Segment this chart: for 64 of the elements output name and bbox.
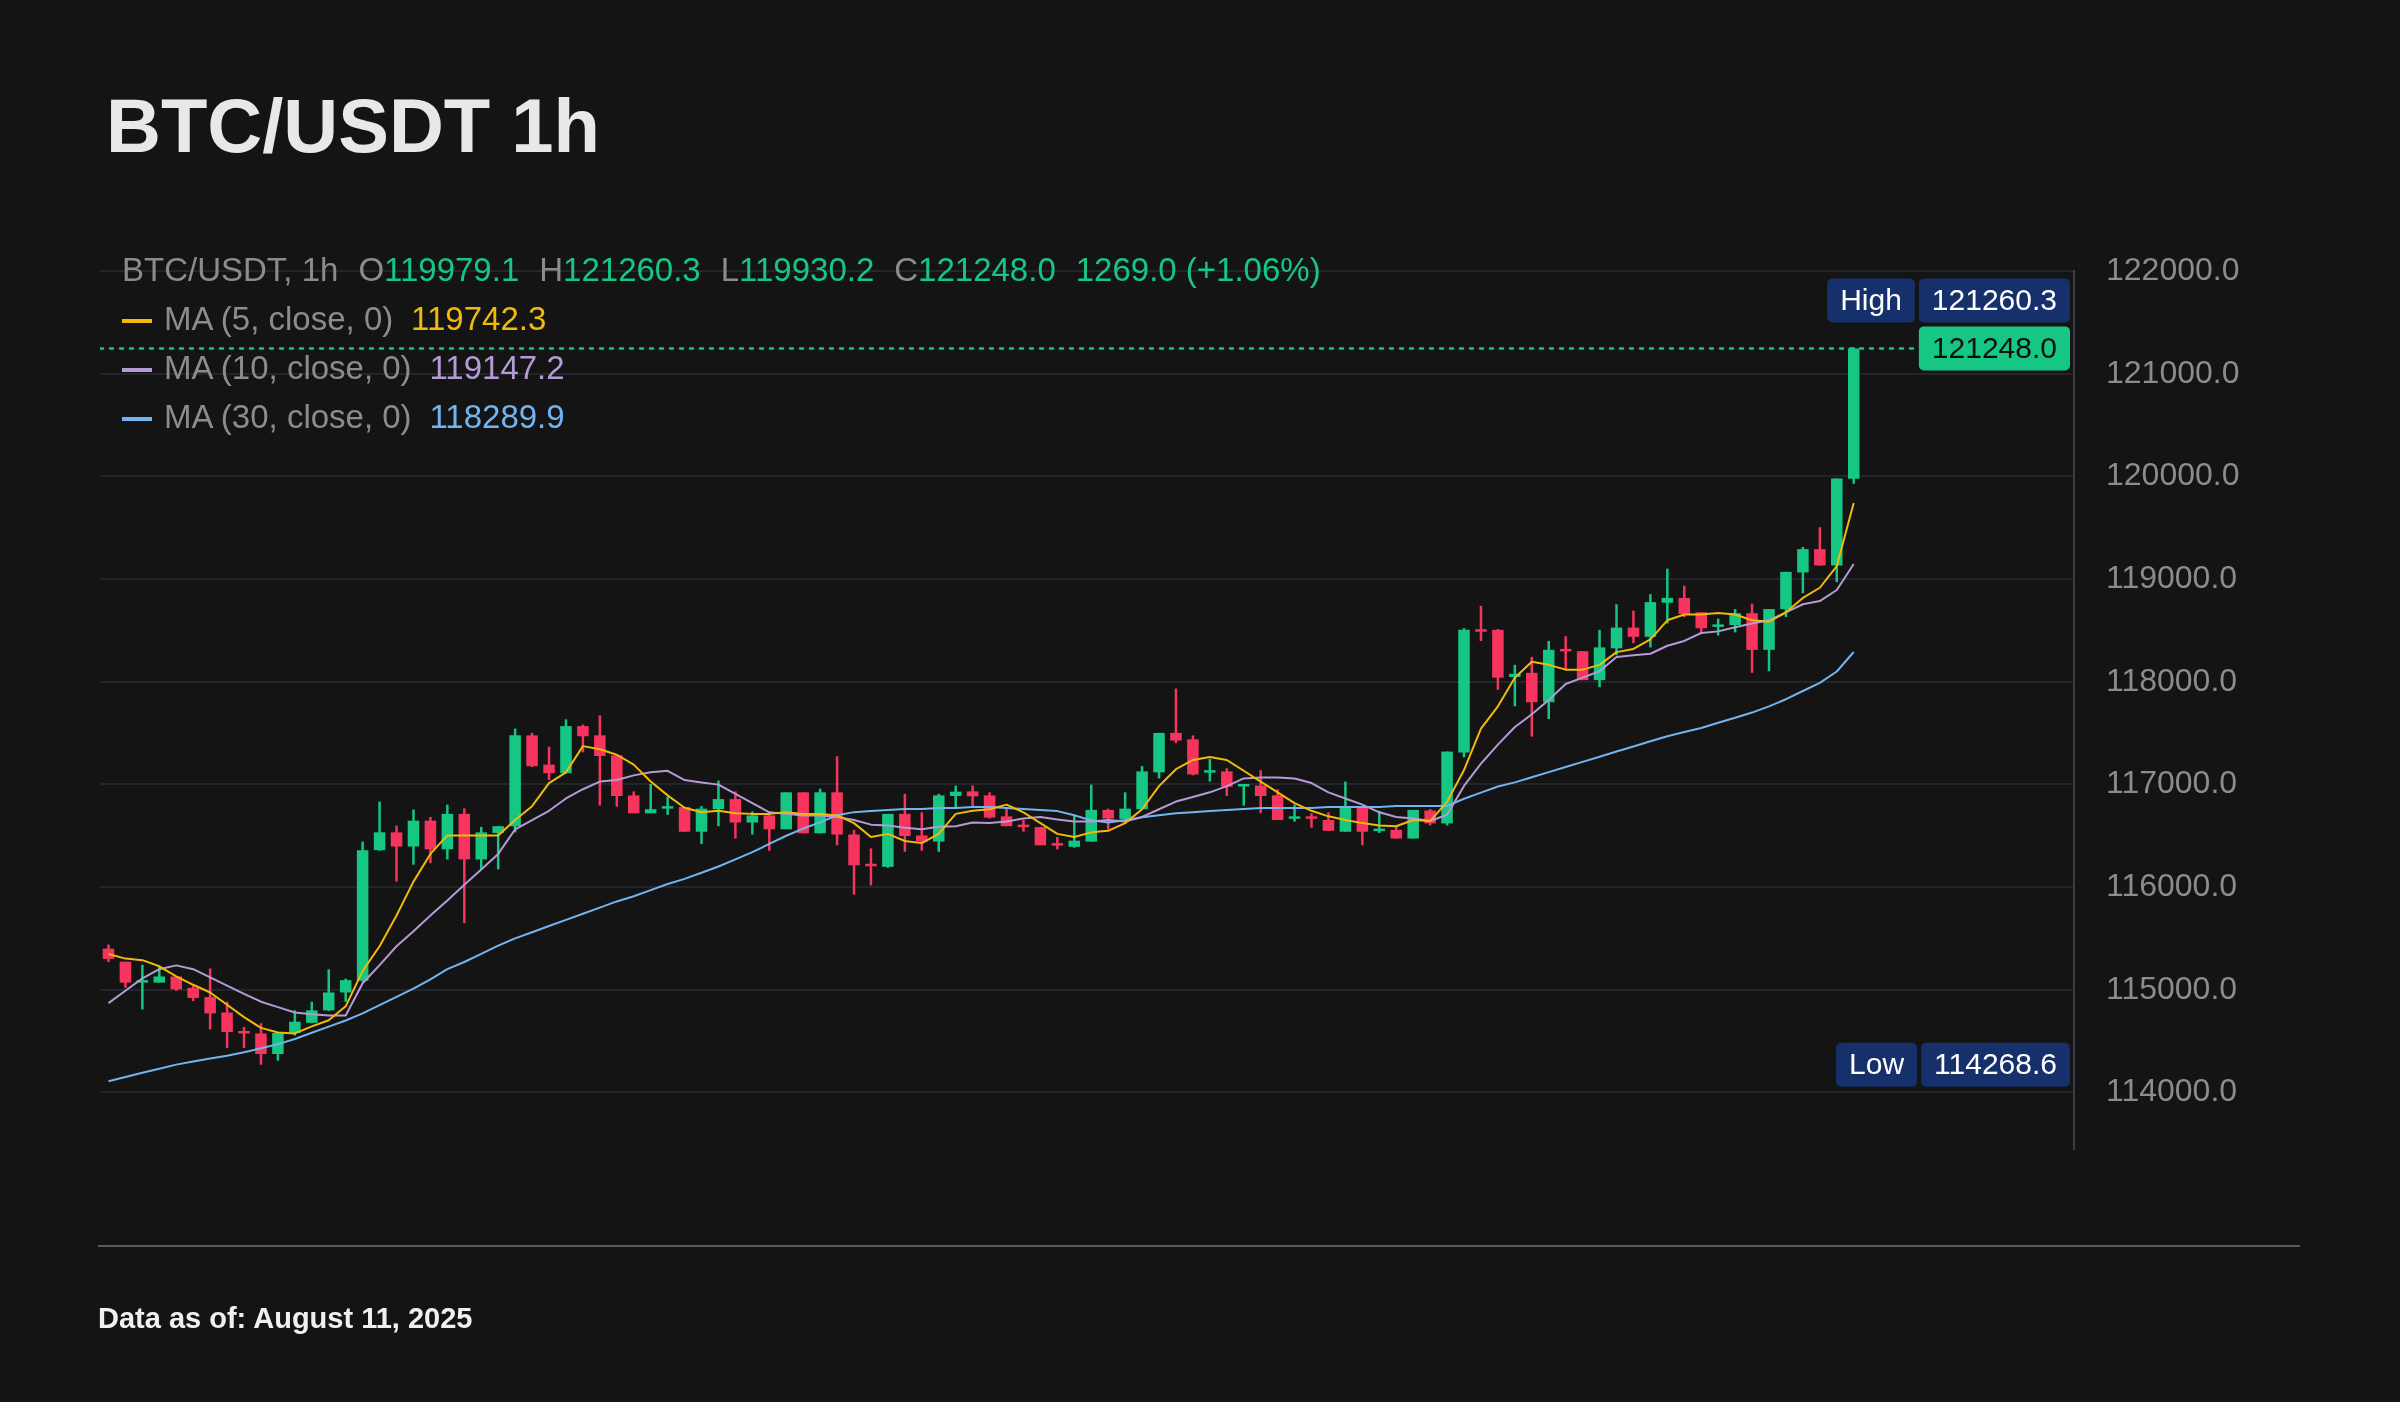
candlestick <box>1204 757 1216 783</box>
candlestick <box>221 1000 233 1050</box>
legend-label: MA (5, close, 0) <box>164 300 394 338</box>
candlestick <box>1475 604 1487 643</box>
annotation: 1269.0 (+1.06%) <box>1075 251 1321 289</box>
candlestick <box>1237 782 1250 807</box>
y-tick-label: 121000.0 <box>2106 353 2240 390</box>
candlestick <box>594 714 606 807</box>
candlestick <box>119 960 132 990</box>
candlestick <box>1305 812 1318 829</box>
y-tick-label: 120000.0 <box>2106 456 2240 493</box>
candlestick <box>1322 811 1335 833</box>
annotation: 119742.3 <box>411 300 547 338</box>
annotation: 119147.2 <box>429 349 565 387</box>
ref-line-label: 121248.0 <box>1931 330 2058 364</box>
text: 114268.6 <box>1934 1047 2057 1081</box>
candlestick <box>543 745 555 782</box>
annotation: O119979.1 <box>358 251 520 289</box>
candlestick <box>966 784 979 809</box>
candlestick <box>1221 767 1233 798</box>
y-tick-label: 114000.0 <box>2106 1072 2238 1109</box>
candlestick <box>373 800 386 853</box>
annotation: L119930.2 <box>720 251 875 289</box>
candlestick <box>204 967 216 1031</box>
annotation: C121248.0 <box>894 251 1056 289</box>
annotation: Low <box>1849 1047 1905 1081</box>
candlestick <box>1797 545 1809 595</box>
text: Data as of: August 11, 2025 <box>98 1302 473 1335</box>
text: 121260.3 <box>1931 282 2058 316</box>
y-tick-label: 116000.0 <box>2106 866 2238 903</box>
y-tick-label: 122000.0 <box>2106 251 2240 288</box>
candlestick <box>339 977 352 1003</box>
candlestick <box>577 723 589 754</box>
annotation: BTC/USDT, 1h <box>122 251 339 289</box>
candlestick <box>1119 791 1131 822</box>
candlestick <box>899 792 911 853</box>
candlestick <box>1254 768 1267 815</box>
candlestick <box>1610 603 1623 657</box>
candlestick <box>136 963 149 1011</box>
candlestick <box>1170 687 1182 745</box>
y-tick-label: 117000.0 <box>2106 764 2238 801</box>
candlestick <box>1678 584 1691 619</box>
annotation: High <box>1840 282 1902 316</box>
candlestick <box>1627 609 1640 645</box>
candlestick <box>644 782 657 815</box>
candlestick <box>390 824 403 883</box>
candlestick <box>492 824 504 871</box>
candlestick <box>746 810 759 836</box>
y-tick-label: 119000.0 <box>2106 558 2238 595</box>
annotation: H121260.3 <box>539 251 701 289</box>
candlestick <box>661 795 674 817</box>
candlestick <box>1068 814 1081 849</box>
legend-label: MA (10, close, 0) <box>164 349 412 387</box>
annotation: 118289.9 <box>429 398 565 436</box>
candlestick <box>322 968 335 1013</box>
y-tick-label: 118000.0 <box>2106 661 2238 698</box>
legend-label: MA (30, close, 0) <box>164 398 412 436</box>
y-tick-label: 115000.0 <box>2106 969 2238 1006</box>
candlestick <box>763 812 776 853</box>
candlestick <box>1102 807 1114 831</box>
candlestick <box>1814 525 1826 567</box>
chart-title: BTC/USDT 1h <box>106 82 600 170</box>
candlestick <box>1661 567 1674 625</box>
candlestick <box>712 779 725 828</box>
